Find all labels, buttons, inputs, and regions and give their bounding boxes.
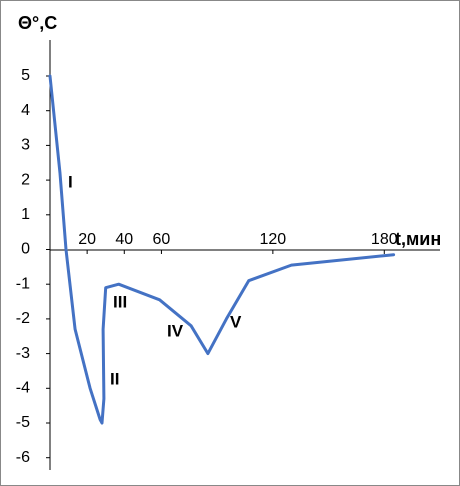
y-tick-label: -1 xyxy=(16,275,30,292)
stage-label: I xyxy=(68,172,73,191)
y-tick-label: -4 xyxy=(16,380,30,397)
y-tick-label: 2 xyxy=(21,171,30,188)
y-tick-label: 5 xyxy=(21,67,30,84)
x-tick-label: 60 xyxy=(153,231,171,248)
data-line xyxy=(48,74,396,425)
stage-label: III xyxy=(113,292,127,311)
x-axis-label: t,мин xyxy=(395,229,441,249)
y-tick-label: -5 xyxy=(16,414,30,431)
stage-label: IV xyxy=(167,321,184,340)
x-tick-label: 180 xyxy=(371,231,398,248)
y-tick-label: -2 xyxy=(16,310,30,327)
y-axis-label: Θ°,C xyxy=(18,13,57,33)
y-tick-label: 3 xyxy=(21,137,30,154)
stage-label: V xyxy=(230,312,242,331)
x-tick-label: 40 xyxy=(115,231,133,248)
y-tick-label: 1 xyxy=(21,206,30,223)
stage-label: II xyxy=(110,369,119,388)
y-tick-label: 0 xyxy=(21,241,30,258)
y-tick-label: 4 xyxy=(21,102,30,119)
x-tick-label: 120 xyxy=(260,231,287,248)
y-tick-label: -3 xyxy=(16,345,30,362)
x-tick-label: 20 xyxy=(78,231,96,248)
y-tick-label: -6 xyxy=(16,449,30,466)
